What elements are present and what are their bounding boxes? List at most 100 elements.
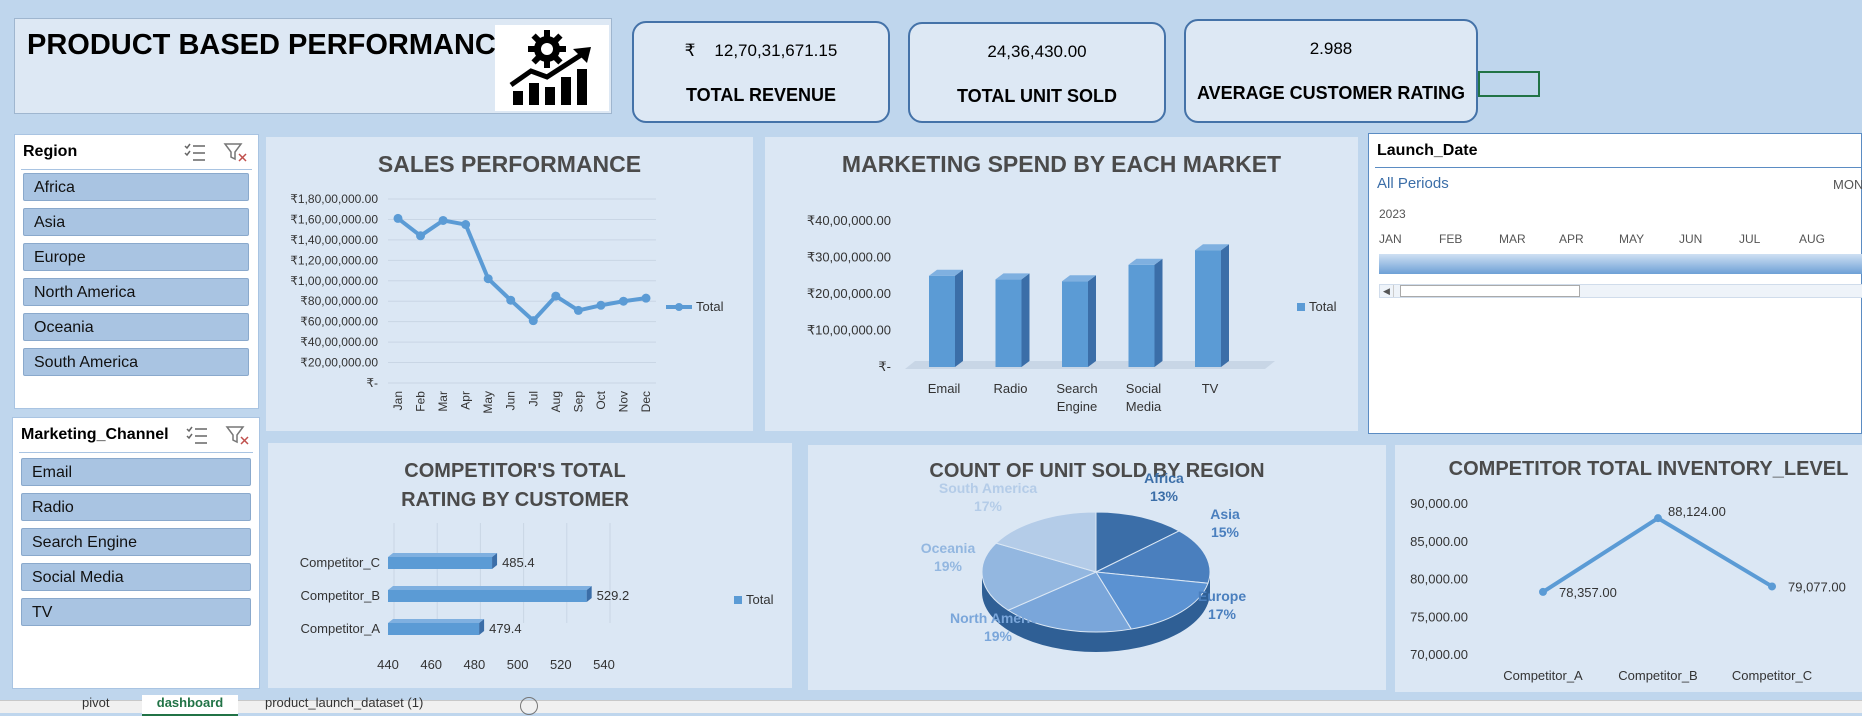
- timeline-year: 2023: [1379, 207, 1406, 221]
- slicer-title: Region: [23, 143, 78, 160]
- legend-marker: [734, 596, 742, 604]
- x-tick-label: Apr: [459, 391, 473, 410]
- data-point: [1768, 582, 1776, 591]
- kpi-total-units: 24,36,430.00 TOTAL UNIT SOLD: [908, 22, 1166, 123]
- y-tick-label: Competitor_C: [300, 555, 380, 570]
- selected-cell[interactable]: [1478, 71, 1540, 97]
- timeline-month[interactable]: AUG: [1799, 232, 1826, 246]
- clear-filter-icon[interactable]: [223, 141, 249, 163]
- data-label: 88,124.00: [1668, 504, 1726, 519]
- slicer-item-email[interactable]: Email: [21, 458, 251, 486]
- kpi-label: TOTAL REVENUE: [685, 85, 837, 105]
- y-tick-label: Competitor_A: [301, 621, 381, 636]
- data-point: [461, 220, 471, 230]
- y-tick-label: ₹20,00,000.00: [807, 286, 891, 301]
- timeline-month[interactable]: MAR: [1499, 232, 1526, 246]
- multi-select-icon[interactable]: [183, 141, 209, 163]
- bar: [929, 275, 955, 367]
- data-label: 485.4: [502, 555, 535, 570]
- scroll-thumb[interactable]: [1400, 285, 1580, 297]
- series-line: [396, 216, 647, 323]
- x-tick-label: TV: [1202, 381, 1219, 396]
- inventory-line-plot: 90,000.00 85,000.00 80,000.00 75,000.00 70,0…: [1410, 496, 1846, 683]
- y-tick-label: ₹20,00,000.00: [300, 356, 378, 370]
- slicer-item-oceania[interactable]: Oceania: [23, 313, 249, 341]
- timeline-period[interactable]: All Periods: [1377, 175, 1449, 192]
- x-tick-label: Nov: [616, 391, 630, 412]
- slicer-item-search-engine[interactable]: Search Engine: [21, 528, 251, 556]
- multi-select-icon[interactable]: [185, 424, 211, 446]
- bar-side: [1088, 275, 1096, 367]
- y-tick-label: ₹10,00,000.00: [807, 323, 891, 338]
- sales-line-plot: ₹1,80,00,000.00 ₹1,60,00,000.00 ₹1,40,00,0…: [290, 192, 723, 414]
- y-tick-label: 80,000.00: [1410, 572, 1468, 587]
- data-point: [618, 296, 628, 306]
- timeline-month[interactable]: JUL: [1739, 232, 1761, 246]
- pie-slice: [981, 542, 1098, 611]
- timeline-month[interactable]: JUN: [1679, 232, 1703, 246]
- pie-slice: [1095, 571, 1209, 630]
- y-tick-label: Competitor_B: [301, 588, 380, 603]
- chart-title: COUNT OF UNIT SOLD BY REGION: [929, 460, 1265, 482]
- marketing-spend-chart: MARKETING SPEND BY EACH MARKET ₹40,00,00…: [765, 137, 1358, 431]
- divider: [19, 452, 253, 453]
- timeline-months: JAN FEB MAR APR MAY JUN JUL AUG: [1379, 232, 1862, 246]
- y-tick-label: ₹1,20,00,000.00: [290, 253, 378, 267]
- slicer-item-africa[interactable]: Africa: [23, 173, 249, 201]
- clear-filter-icon[interactable]: [225, 424, 251, 446]
- timeline-month[interactable]: FEB: [1439, 232, 1463, 246]
- dashboard-title-box: PRODUCT BASED PERFORMANCE: [14, 18, 612, 114]
- y-tick-label: ₹40,00,000.00: [807, 213, 891, 228]
- y-tick-label: ₹1,40,00,000.00: [290, 233, 378, 247]
- kpi-label: AVERAGE CUSTOMER RATING: [1196, 83, 1465, 103]
- timeline-level[interactable]: MON: [1833, 177, 1862, 192]
- bar-top: [1062, 275, 1096, 282]
- slicer-item-tv[interactable]: TV: [21, 598, 251, 626]
- slicer-item-south-america[interactable]: South America: [23, 348, 249, 376]
- data-point: [393, 213, 403, 223]
- slice-label: Asia: [1210, 506, 1240, 522]
- y-tick-label: ₹40,00,000.00: [300, 335, 378, 349]
- data-point: [506, 295, 516, 305]
- sheet-tab-dataset[interactable]: product_launch_dataset (1): [265, 695, 424, 710]
- slicer-item-north-america[interactable]: North America: [23, 278, 249, 306]
- scroll-left-icon[interactable]: ◀: [1380, 285, 1394, 297]
- y-tick-label: ₹1,80,00,000.00: [290, 192, 378, 206]
- slicer-item-radio[interactable]: Radio: [21, 493, 251, 521]
- bar-side: [586, 586, 592, 602]
- slicer-title: Marketing_Channel: [21, 426, 169, 443]
- chart-title: MARKETING SPEND BY EACH MARKET: [841, 151, 1282, 177]
- x-tick-label: 480: [464, 657, 486, 672]
- data-label: 529.2: [597, 588, 630, 603]
- pie-slice: [1094, 530, 1211, 584]
- series-line: [1541, 516, 1774, 594]
- x-tick-label: Competitor_A: [1503, 668, 1583, 683]
- timeline-scrollbar[interactable]: ◀: [1379, 284, 1862, 298]
- rating-bar-plot: 440 460 480 500 520 540 Competitor_C 485.4 Compe…: [300, 523, 774, 672]
- kpi-label: TOTAL UNIT SOLD: [957, 86, 1117, 106]
- slicer-item-europe[interactable]: Europe: [23, 243, 249, 271]
- region-slicer: Region Africa Asia Europe North America …: [14, 134, 259, 409]
- region-pie-plot: Africa 13% Asia 15% Europe 17% North America 19…: [921, 470, 1246, 652]
- x-tick-label: Jul: [526, 391, 540, 406]
- sales-performance-chart: SALES PERFORMANCE ₹1,80,00,000.00 ₹1,60,0…: [266, 137, 753, 431]
- bar: [388, 557, 493, 569]
- timeline-bar[interactable]: [1379, 254, 1862, 274]
- kpi-total-revenue: ₹ 12,70,31,671.15 TOTAL REVENUE: [632, 21, 890, 123]
- x-tick-label: Mar: [436, 391, 450, 412]
- y-tick-label: ₹-: [878, 359, 891, 374]
- sheet-tab-pivot[interactable]: pivot: [82, 695, 110, 710]
- timeline-month[interactable]: MAY: [1619, 232, 1645, 246]
- x-tick-label: 540: [593, 657, 615, 672]
- timeline-month[interactable]: APR: [1559, 232, 1584, 246]
- bar-top: [388, 586, 592, 590]
- competitor-rating-chart: COMPETITOR'S TOTAL RATING BY CUSTOMER 44…: [268, 443, 792, 688]
- sheet-tab-bar: pivot dashboard product_launch_dataset (…: [0, 695, 1862, 716]
- bar: [388, 590, 587, 602]
- divider: [21, 169, 252, 170]
- slicer-item-social-media[interactable]: Social Media: [21, 563, 251, 591]
- legend-marker: [1297, 303, 1305, 311]
- timeline-month[interactable]: JAN: [1379, 232, 1402, 246]
- add-sheet-icon[interactable]: [520, 697, 538, 715]
- slicer-item-asia[interactable]: Asia: [23, 208, 249, 236]
